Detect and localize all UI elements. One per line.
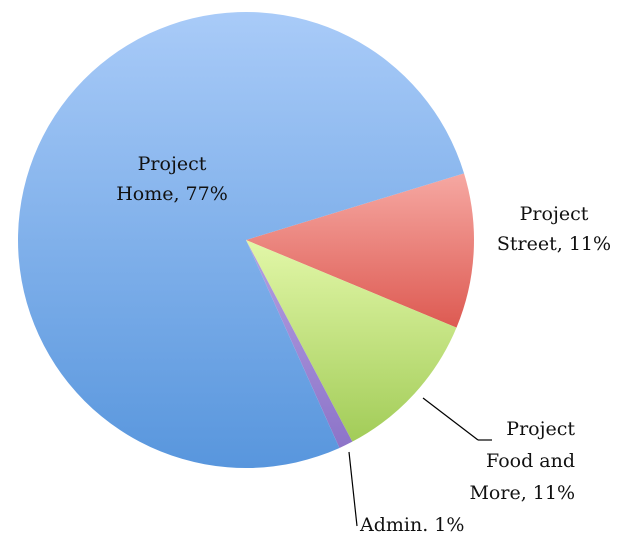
slice-label: Home, 77% bbox=[116, 183, 228, 205]
slice-label: Street, 11% bbox=[497, 233, 611, 255]
pie-slice bbox=[246, 173, 474, 328]
pie-slice bbox=[18, 12, 465, 469]
slice-label: Project bbox=[506, 418, 575, 440]
slice-label: Admin. 1% bbox=[359, 514, 464, 536]
pie-slice bbox=[246, 240, 457, 442]
slice-label: More, 11% bbox=[469, 482, 575, 504]
slice-label: Project bbox=[138, 153, 207, 175]
pie-slice bbox=[246, 240, 353, 448]
leader-line bbox=[422, 397, 479, 441]
leader-line bbox=[348, 451, 358, 527]
slice-label: Food and bbox=[486, 450, 575, 472]
slice-label: Project bbox=[520, 203, 589, 225]
